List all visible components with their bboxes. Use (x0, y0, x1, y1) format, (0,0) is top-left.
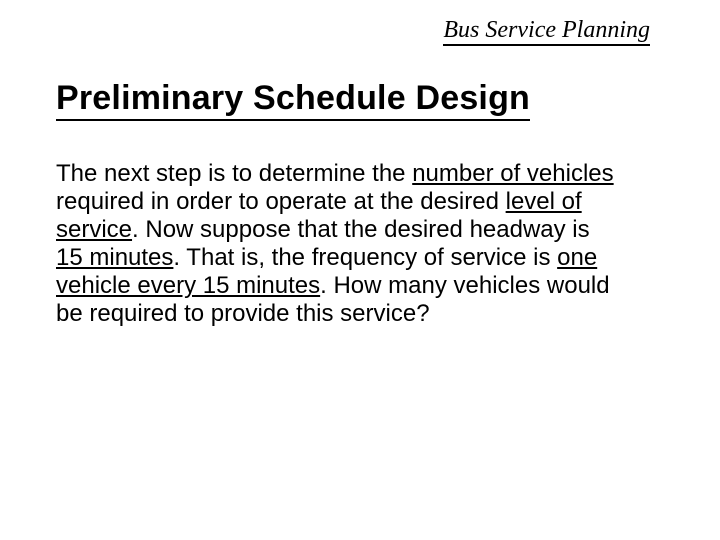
underlined-phrase: 15 minutes (56, 244, 173, 271)
body-text-segment: The next step is to determine the (56, 160, 412, 187)
body-text-segment: . Now suppose that the desired headway i… (132, 216, 590, 243)
slide-title: Preliminary Schedule Design (56, 80, 530, 121)
underlined-phrase: number of vehicles (412, 160, 613, 187)
body-text-segment: . That is, the frequency of service is (173, 244, 557, 271)
slide: Bus Service Planning Preliminary Schedul… (0, 0, 720, 540)
slide-header: Bus Service Planning (443, 18, 650, 46)
slide-body-text: The next step is to determine the number… (56, 160, 616, 328)
body-text-segment: required in order to operate at the desi… (56, 188, 506, 215)
